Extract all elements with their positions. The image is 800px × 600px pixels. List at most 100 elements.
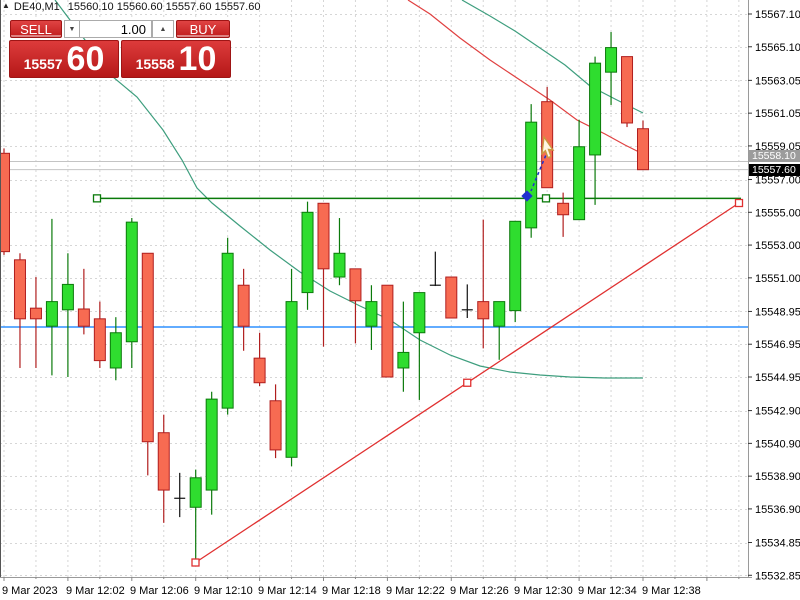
candle (45, 218, 58, 376)
candle-body (589, 62, 602, 156)
price-axis-label: 15548.95 (755, 306, 800, 318)
bid-price-badge: 15557.60 (749, 163, 800, 176)
symbol-period-label: DE40,M1 (13, 1, 60, 13)
red-trendline-start-handle[interactable] (191, 558, 200, 567)
candle (413, 292, 426, 400)
candle (333, 218, 346, 286)
candle (317, 202, 330, 347)
candle-body (477, 301, 490, 320)
sell-button[interactable]: SELL (10, 20, 62, 38)
candle (77, 268, 90, 335)
candle-body (237, 284, 250, 327)
sell-price-minor: 60 (66, 40, 105, 78)
candle-body (285, 301, 298, 458)
candle-body (317, 202, 330, 270)
time-axis-label: 9 Mar 12:06 (130, 585, 189, 597)
price-axis-label: 15561.05 (755, 108, 800, 120)
candle (109, 317, 122, 381)
candle-body (605, 47, 618, 73)
candle-body (509, 220, 522, 312)
time-axis-label: 9 Mar 12:14 (258, 585, 317, 597)
candle-body (445, 276, 458, 319)
time-axis-label: 9 Mar 12:18 (322, 585, 381, 597)
candle-body (637, 128, 649, 171)
ma-red-line (407, 0, 644, 155)
buy-button[interactable]: BUY (176, 20, 230, 38)
candle-body (365, 301, 378, 327)
chart-title: ▲ DE40,M1 15560.10 15560.60 15557.60 15557… (2, 1, 260, 14)
candle (93, 301, 106, 368)
price-axis-label: 15565.10 (755, 42, 800, 54)
price-axis-label: 15546.95 (755, 339, 800, 351)
time-axis-label: 9 Mar 12:30 (514, 585, 573, 597)
candle (557, 192, 570, 237)
candle (605, 32, 618, 105)
green-line-handle[interactable] (92, 194, 102, 203)
candle (493, 301, 506, 360)
candle (237, 268, 250, 351)
collapse-panel-icon[interactable]: ▲ (2, 1, 10, 10)
candle (365, 285, 378, 350)
candle (429, 251, 441, 287)
candle-body (61, 283, 74, 311)
price-axis-label: 15536.90 (755, 504, 800, 516)
grid-lines (0, 0, 748, 577)
time-axis-label: 9 Mar 12:26 (450, 585, 509, 597)
sell-price-major: 15557 (23, 56, 63, 72)
volume-input[interactable] (80, 20, 152, 38)
price-axis-label: 15553.00 (755, 240, 800, 252)
ohlc-readout: 15560.10 15560.60 15557.60 15557.60 (67, 1, 261, 13)
candle (349, 268, 362, 344)
price-axis[interactable]: 15567.10 15565.10 15563.05 15561.05 15559.05… (748, 9, 800, 582)
candle-body (221, 252, 234, 409)
candle-body (45, 301, 58, 327)
volume-increase-button[interactable]: ▲ (152, 20, 174, 38)
candle (189, 469, 202, 560)
time-axis-label: 9 Mar 12:34 (578, 585, 637, 597)
candle-body (301, 211, 314, 294)
candle (509, 220, 522, 323)
price-axis-label: 15555.00 (755, 207, 800, 219)
buy-price-button[interactable]: 15558 10 (121, 40, 231, 78)
price-axis-label: 15542.90 (755, 406, 800, 418)
candle (157, 414, 170, 523)
candle-body (573, 146, 586, 221)
candle-body (525, 121, 538, 229)
candle-body (205, 398, 218, 491)
candle (397, 301, 410, 392)
candle-body (557, 202, 570, 216)
price-axis-label: 15567.10 (755, 9, 800, 21)
ask-price-badge: 15558.10 (749, 150, 800, 163)
candles (0, 32, 649, 560)
candle (29, 277, 42, 368)
price-axis-label: 15538.90 (755, 471, 800, 483)
candle-body (0, 152, 10, 253)
ma-slow-teal-line (54, 0, 643, 379)
price-axis-label: 15544.95 (755, 372, 800, 384)
candle (381, 284, 394, 378)
red-trendline-end-handle[interactable] (734, 198, 744, 208)
time-axis-label: 9 Mar 2023 (2, 585, 58, 597)
candle-body (77, 308, 90, 327)
candle-body (253, 357, 266, 384)
candle (525, 104, 538, 238)
time-axis-label: 9 Mar 12:10 (194, 585, 253, 597)
candle-body (333, 252, 346, 278)
candle-body (381, 284, 394, 378)
blue-diamond-marker[interactable] (521, 190, 533, 202)
red-trendline-mid-handle[interactable] (463, 378, 472, 387)
candle-body (397, 351, 410, 369)
candle-body (189, 477, 202, 508)
candle (205, 391, 218, 515)
green-line-handle[interactable] (541, 194, 551, 203)
price-axis-label: 15559.05 (755, 141, 800, 153)
candle-body (13, 259, 26, 320)
time-axis[interactable]: 9 Mar 2023 9 Mar 12:02 9 Mar 12:06 9 Mar 12… (2, 577, 740, 597)
sell-price-button[interactable]: 15557 60 (9, 40, 119, 78)
candle-body (413, 292, 426, 334)
time-axis-label: 9 Mar 12:22 (386, 585, 445, 597)
candle (253, 332, 266, 387)
volume-decrease-button[interactable]: ▼ (64, 20, 80, 38)
candle-body (621, 56, 634, 124)
